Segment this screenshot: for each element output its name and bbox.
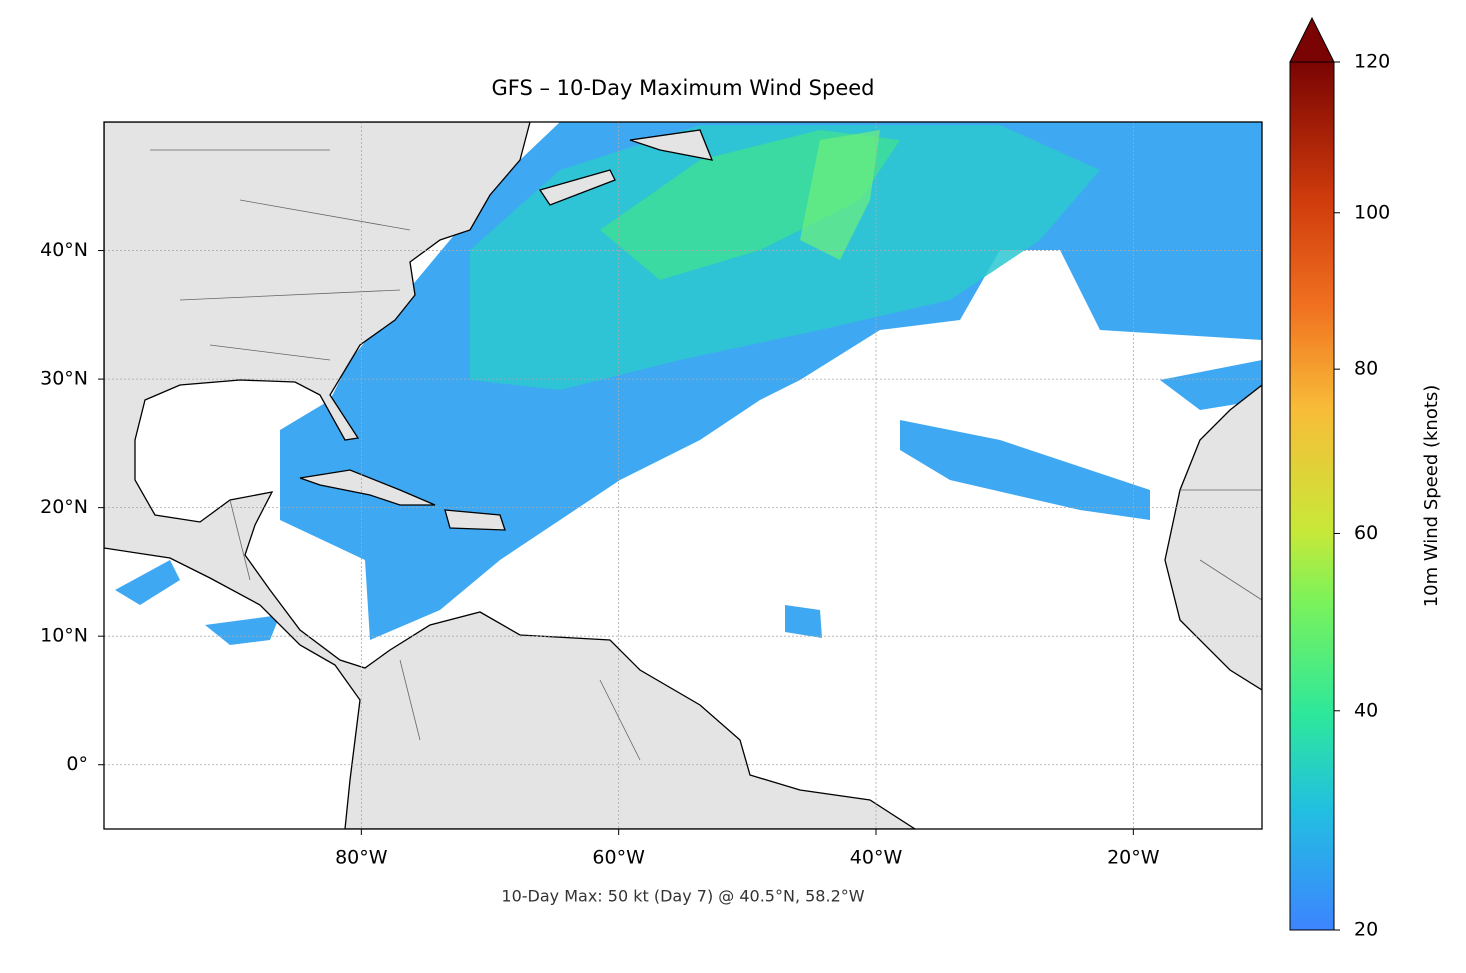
x-tick-label: 40°W (850, 847, 903, 869)
y-tick-label: 10°N (40, 625, 88, 647)
colorbar-tick-label: 120 (1354, 51, 1390, 73)
x-tick-label: 20°W (1107, 847, 1160, 869)
x-tick-label: 60°W (592, 847, 645, 869)
colorbar-tick-label: 20 (1354, 919, 1378, 941)
map-frame (103, 121, 1263, 830)
colorbar-tick-label: 80 (1354, 358, 1378, 380)
y-tick-label: 20°N (40, 496, 88, 518)
land (104, 122, 1262, 829)
title: GFS – 10-Day Maximum Wind Speed (491, 76, 874, 100)
colorbar-label: 10m Wind Speed (knots) (1421, 385, 1442, 608)
wind-field (115, 122, 1262, 645)
colorbar (1289, 61, 1335, 931)
colorbar-extend (1289, 16, 1335, 63)
gridlines (104, 122, 1262, 829)
colorbar-tick-label: 40 (1354, 699, 1378, 721)
colorbar-tick-label: 60 (1354, 522, 1378, 544)
y-tick-label: 40°N (40, 239, 88, 261)
annotation: 10-Day Max: 50 kt (Day 7) @ 40.5°N, 58.2… (501, 887, 864, 906)
colorbar-tick-label: 100 (1354, 201, 1390, 223)
y-tick-label: 0° (66, 753, 88, 775)
x-tick-label: 80°W (335, 847, 388, 869)
y-tick-label: 30°N (40, 368, 88, 390)
map-area (104, 122, 1262, 829)
